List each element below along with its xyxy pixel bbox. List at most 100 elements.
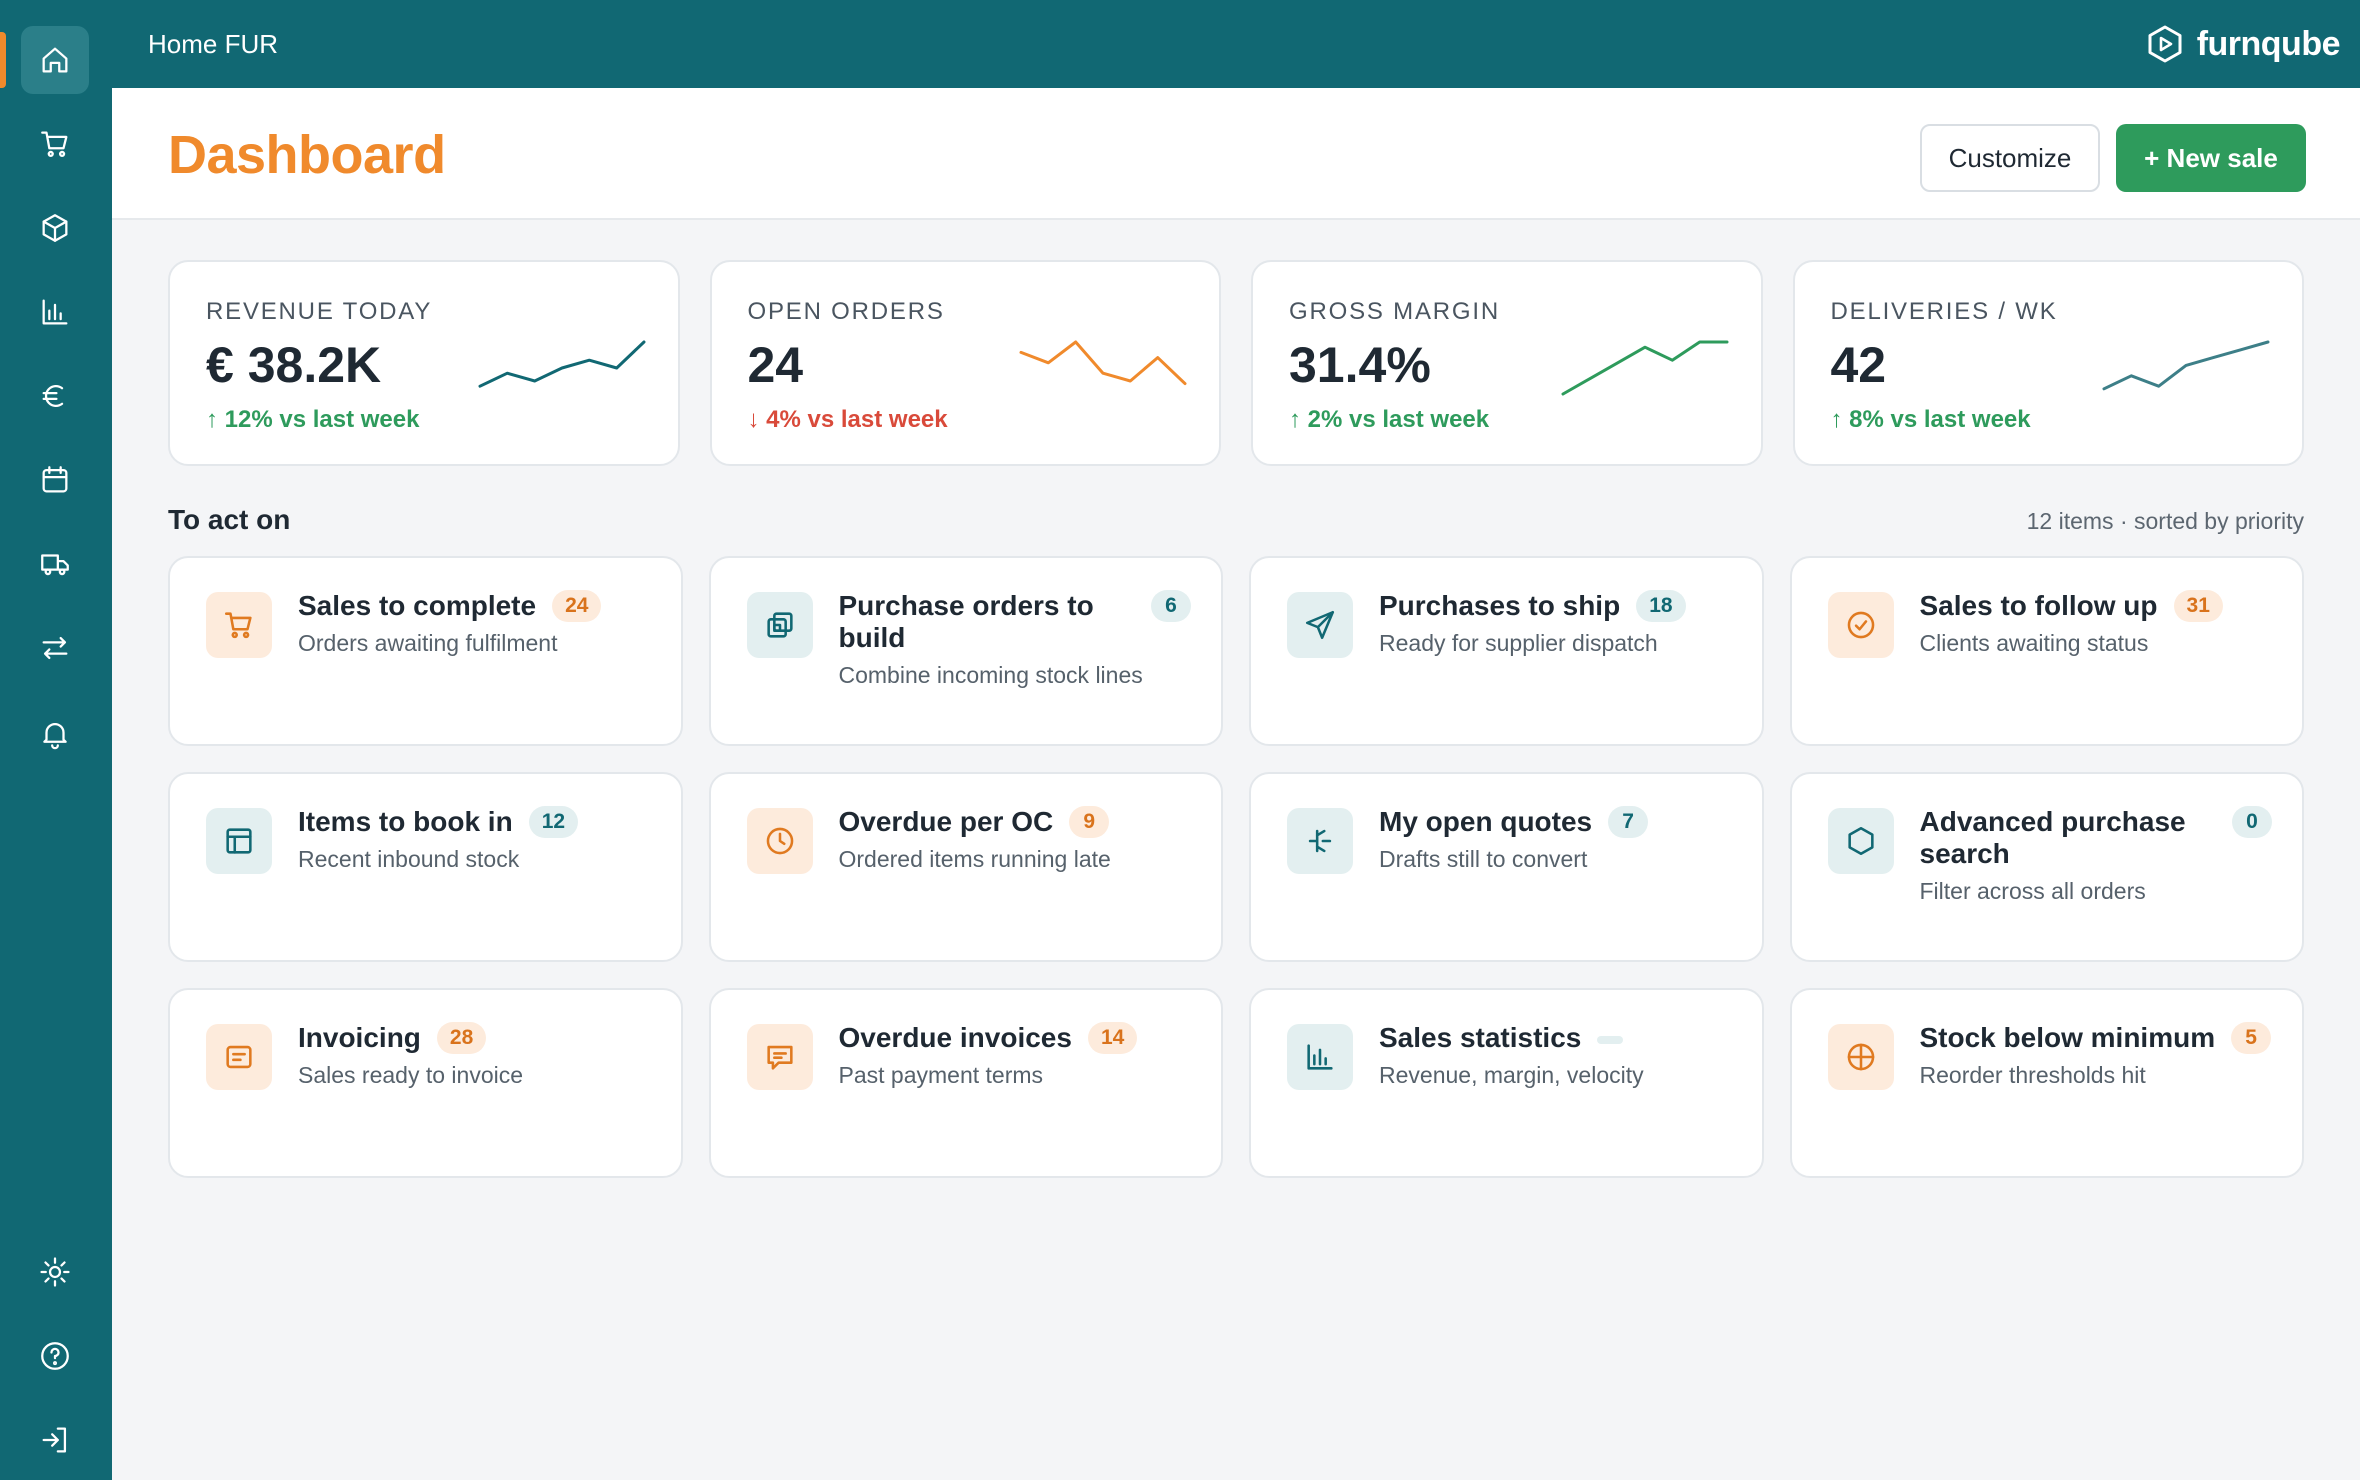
task-heading: Sales to follow up 31	[1920, 590, 2273, 622]
task-text: My open quotes 7 Drafts still to convert	[1379, 806, 1732, 873]
sparkline-chart	[1561, 340, 1728, 396]
kpi-card-gross-margin[interactable]: GROSS MARGIN 31.4% ↑ 2% vs last week	[1251, 260, 1763, 466]
crosshair-icon	[1847, 1043, 1874, 1071]
sidebar-item-help[interactable]	[21, 1322, 89, 1390]
sidebar-item-transfers[interactable]	[21, 614, 89, 682]
task-icon-tile	[1827, 592, 1894, 658]
task-text: Advanced purchase search 0 Filter across a…	[1919, 806, 2272, 905]
sidebar-item-settings[interactable]	[21, 1238, 89, 1306]
send-icon	[1305, 610, 1335, 640]
count-badge: 5	[2231, 1022, 2272, 1054]
task-subtitle: Ready for supplier dispatch	[1379, 630, 1658, 656]
sidebar-item-home[interactable]	[21, 26, 89, 94]
task-icon-tile	[206, 808, 272, 874]
task-text: Purchases to ship 18 Ready for supplier di…	[1379, 590, 1732, 657]
task-card-purchases-to-ship[interactable]: Purchases to ship 18 Ready for supplier di…	[1249, 556, 1764, 746]
top-bar: Home FUR furnqube	[112, 0, 2360, 88]
sidebar-item-products[interactable]	[21, 194, 89, 262]
task-icon-tile	[1827, 1024, 1894, 1090]
task-heading: Overdue per OC 9	[839, 806, 1192, 838]
task-text: Invoicing 28 Sales ready to invoice	[298, 1022, 651, 1089]
kpi-value: 42	[1830, 337, 1887, 393]
task-icon-tile	[746, 592, 813, 658]
task-title: Purchase orders to build	[838, 590, 1094, 653]
task-text: Overdue per OC 9 Ordered items running lat…	[839, 806, 1192, 873]
task-heading: Purchase orders to build 6	[838, 590, 1191, 654]
task-icon-tile	[1287, 808, 1353, 874]
task-card-advanced-purchase-search[interactable]: Advanced purchase search 0 Filter across a…	[1789, 772, 2304, 962]
task-heading: Advanced purchase search 0	[1919, 806, 2272, 870]
task-title: Items to book in	[298, 806, 513, 837]
sparkline-series	[1561, 340, 1728, 396]
task-card-overdue-invoices[interactable]: Overdue invoices 14 Past payment terms	[708, 988, 1223, 1178]
task-title: My open quotes	[1379, 806, 1593, 837]
count-badge: 7	[1608, 806, 1649, 838]
sidebar-item-sales[interactable]	[21, 110, 89, 178]
cart-icon	[224, 612, 252, 639]
task-icon-tile	[1827, 808, 1894, 874]
task-title: Sales to complete	[298, 590, 537, 621]
task-heading: Sales statistics	[1379, 1022, 1732, 1054]
bar-chart-icon	[42, 299, 68, 325]
kpi-card-revenue[interactable]: REVENUE TODAY € 38.2K ↑ 12% vs last week	[168, 260, 680, 466]
task-title: Overdue per OC	[838, 806, 1054, 837]
kpi-value: € 38.2K	[206, 337, 382, 393]
customize-button[interactable]: Customize	[1920, 124, 2100, 192]
task-card-sales-statistics[interactable]: Sales statistics Revenue, margin, velocit…	[1249, 988, 1764, 1178]
bell-icon	[43, 723, 67, 750]
task-title: Stock below minimum	[1919, 1022, 2216, 1053]
task-icon-tile	[1287, 592, 1353, 658]
count-badge: 12	[528, 806, 579, 838]
task-icon-tile	[206, 1024, 272, 1090]
task-card-stock-below-minimum[interactable]: Stock below minimum 5 Reorder thresholds h…	[1789, 988, 2304, 1178]
sidebar	[0, 0, 112, 1480]
page-title: Dashboard	[168, 125, 446, 185]
kpi-value: 31.4%	[1289, 337, 1431, 393]
task-title: Advanced purchase search	[1919, 806, 2186, 869]
kpi-card-open-orders[interactable]: OPEN ORDERS 24 ↓ 4% vs last week	[709, 260, 1221, 466]
kpi-label: OPEN ORDERS	[747, 298, 945, 325]
task-card-overdue-per-oc[interactable]: Overdue per OC 9 Ordered items running lat…	[708, 772, 1223, 962]
euro-icon	[42, 385, 64, 407]
kpi-delta: ↑ 12% vs last week	[206, 406, 420, 433]
furnqube-logo-icon	[2148, 25, 2182, 63]
task-title: Invoicing	[298, 1022, 421, 1053]
sidebar-item-calendar[interactable]	[21, 446, 89, 514]
sidebar-item-deliveries[interactable]	[21, 530, 89, 598]
task-title: Sales statistics	[1379, 1022, 1582, 1053]
task-subtitle: Past payment terms	[838, 1062, 1044, 1088]
sparkline-series	[1019, 340, 1187, 386]
task-title: Overdue invoices	[838, 1022, 1072, 1053]
clock-icon	[766, 827, 793, 855]
truck-icon	[41, 554, 69, 576]
task-card-items-to-book-in[interactable]: Items to book in 12 Recent inbound stock	[168, 772, 683, 962]
task-card-invoicing[interactable]: Invoicing 28 Sales ready to invoice	[168, 988, 683, 1178]
task-card-sales-to-follow-up[interactable]: Sales to follow up 31 Clients awaiting sta…	[1789, 556, 2304, 746]
sidebar-item-logout[interactable]	[21, 1406, 89, 1474]
task-subtitle: Orders awaiting fulfilment	[298, 630, 558, 656]
task-heading: Sales to complete 24	[298, 590, 651, 622]
kpi-card-deliveries[interactable]: DELIVERIES / WK 42 ↑ 8% vs last week	[1792, 260, 2304, 466]
kpi-label: GROSS MARGIN	[1289, 298, 1500, 325]
logout-icon	[42, 1427, 67, 1453]
box-icon	[42, 214, 68, 242]
task-heading: Overdue invoices 14	[839, 1022, 1192, 1054]
task-text: Sales statistics Revenue, margin, velocit…	[1379, 1022, 1732, 1089]
sidebar-item-statistics[interactable]	[21, 278, 89, 346]
task-card-sales-to-complete[interactable]: Sales to complete 24 Orders awaiting fulfi…	[168, 556, 683, 746]
workspace-title: Home FUR	[148, 29, 279, 59]
section-meta: 12 items · sorted by priority	[2026, 508, 2304, 534]
new-sale-button[interactable]: + New sale	[2116, 124, 2306, 192]
count-badge: 18	[1636, 590, 1686, 622]
task-text: Sales to complete 24 Orders awaiting fulfi…	[298, 590, 651, 657]
brand-logo: furnqube	[2145, 0, 2341, 88]
kpi-delta: ↑ 2% vs last week	[1289, 406, 1490, 433]
task-card-purchase-orders-to-build[interactable]: Purchase orders to build 6 Combine incomin…	[708, 556, 1223, 746]
sidebar-item-notifications[interactable]	[21, 700, 89, 768]
check-circle-icon	[1847, 611, 1874, 639]
sidebar-item-finance[interactable]	[21, 362, 89, 430]
task-card-my-open-quotes[interactable]: My open quotes 7 Drafts still to convert	[1249, 772, 1764, 962]
kpi-value: 24	[747, 337, 804, 393]
task-subtitle: Combine incoming stock lines	[838, 662, 1143, 688]
count-badge: 6	[1151, 590, 1191, 622]
